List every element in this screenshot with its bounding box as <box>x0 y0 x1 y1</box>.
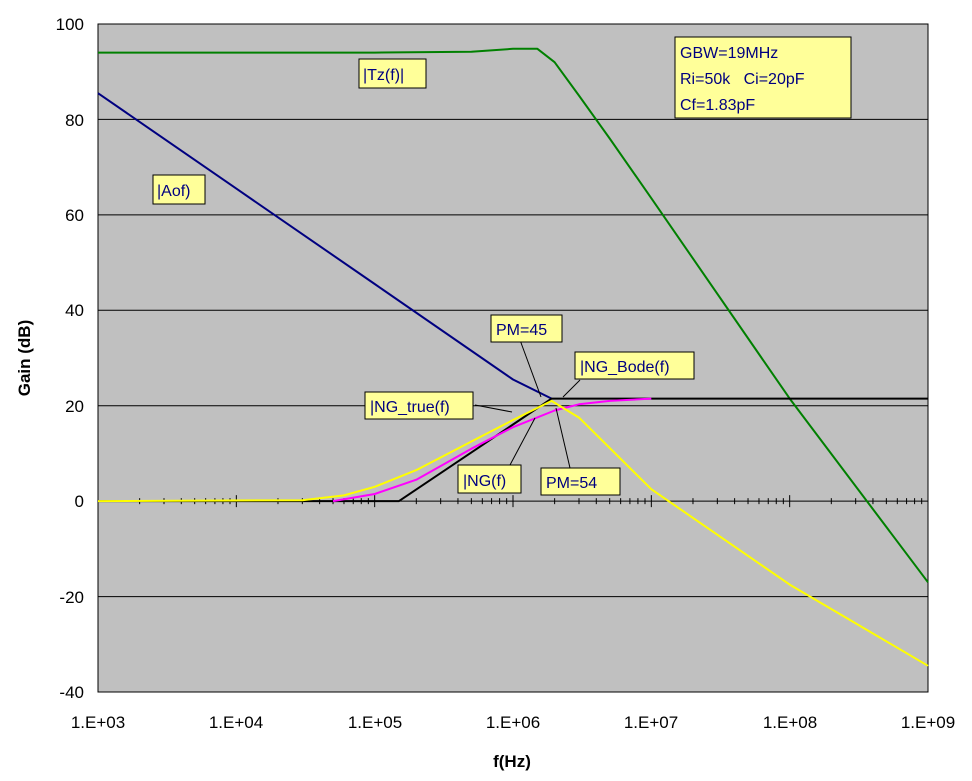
label-pm45: PM=45 <box>490 314 563 343</box>
x-tick-label: 1.E+08 <box>763 713 817 732</box>
ng-true-series-line <box>97 399 929 667</box>
x-axis-title: f(Hz) <box>493 752 531 771</box>
x-tick-label: 1.E+09 <box>901 713 955 732</box>
label-pm45-text: PM=45 <box>496 322 547 339</box>
info-box: GBW=19MHz Ri=50k Ci=20pF Cf=1.83pF <box>674 36 852 119</box>
label-ng: |NG(f) <box>457 464 522 494</box>
label-aof: |Aof) <box>152 174 206 205</box>
info-gbw: GBW=19MHz <box>680 45 778 62</box>
y-tick-label: -20 <box>59 588 84 607</box>
x-tick-label: 1.E+05 <box>348 713 402 732</box>
plot-area <box>97 23 929 693</box>
info-cf: Cf=1.83pF <box>680 97 755 114</box>
x-tick-label: 1.E+03 <box>71 713 125 732</box>
annotation-arrows <box>474 339 581 469</box>
y-axis-tick-labels: 100 80 60 40 20 0 -20 -40 <box>56 15 84 702</box>
series-lines <box>97 47 929 667</box>
label-aof-text: |Aof) <box>157 183 191 200</box>
x-axis-tick-labels: 1.E+03 1.E+04 1.E+05 1.E+06 1.E+07 1.E+0… <box>71 713 955 732</box>
tz-series-line <box>98 47 929 583</box>
y-tick-label: 80 <box>65 111 84 130</box>
label-ng-true-text: |NG_true(f) <box>370 399 450 416</box>
aof-series-line <box>97 92 553 400</box>
x-tick-label: 1.E+06 <box>486 713 540 732</box>
label-pm54: PM=54 <box>540 467 621 496</box>
label-ng-bode: |NG_Bode(f) <box>574 351 695 380</box>
y-tick-label: 0 <box>75 492 84 511</box>
label-tz: |Tz(f)| <box>358 58 427 89</box>
label-ng-bode-text: |NG_Bode(f) <box>580 359 670 376</box>
ng-series-line <box>332 397 652 503</box>
y-tick-label: 40 <box>65 301 84 320</box>
label-ng-text: |NG(f) <box>463 473 506 490</box>
y-tick-label: -40 <box>59 683 84 702</box>
y-tick-label: 20 <box>65 397 84 416</box>
label-ng-true: |NG_true(f) <box>364 391 474 420</box>
x-tick-label: 1.E+07 <box>624 713 678 732</box>
label-pm54-text: PM=54 <box>546 475 597 492</box>
info-ri-ci: Ri=50k Ci=20pF <box>680 71 805 88</box>
x-tick-label: 1.E+04 <box>209 713 263 732</box>
label-tz-text: |Tz(f)| <box>363 67 404 84</box>
y-tick-label: 60 <box>65 206 84 225</box>
y-tick-label: 100 <box>56 15 84 34</box>
y-axis-title: Gain (dB) <box>15 320 34 397</box>
